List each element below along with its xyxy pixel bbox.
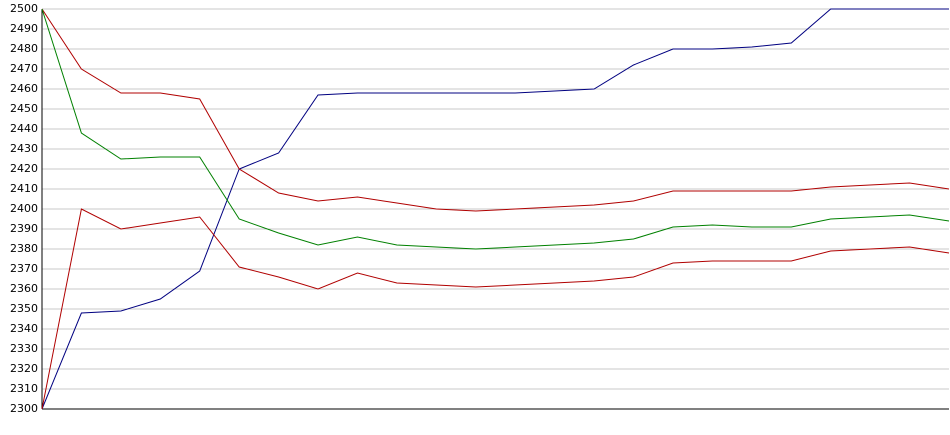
y-tick-label: 2370 (10, 262, 38, 275)
series-line (41, 8, 950, 250)
y-tick-label: 2320 (10, 362, 38, 375)
y-tick-label: 2480 (10, 42, 38, 55)
y-tick-label: 2360 (10, 282, 38, 295)
y-tick-label: 2410 (10, 182, 38, 195)
y-tick-label: 2440 (10, 122, 38, 135)
y-tick-label: 2420 (10, 162, 38, 175)
y-tick-label: 2430 (10, 142, 38, 155)
y-tick-label: 2340 (10, 322, 38, 335)
y-tick-label: 2300 (10, 402, 38, 415)
y-tick-label: 2310 (10, 382, 38, 395)
y-tick-label: 2470 (10, 62, 38, 75)
series-line (41, 8, 949, 410)
series-line (41, 208, 950, 410)
y-tick-label: 2330 (10, 342, 38, 355)
y-tick-label: 2490 (10, 22, 38, 35)
y-tick-label: 2500 (10, 2, 38, 15)
y-tick-label: 2390 (10, 222, 38, 235)
y-tick-label: 2350 (10, 302, 38, 315)
series-line (41, 8, 950, 212)
y-tick-label: 2380 (10, 242, 38, 255)
y-tick-label: 2450 (10, 102, 38, 115)
y-tick-label: 2460 (10, 82, 38, 95)
y-tick-label: 2400 (10, 202, 38, 215)
